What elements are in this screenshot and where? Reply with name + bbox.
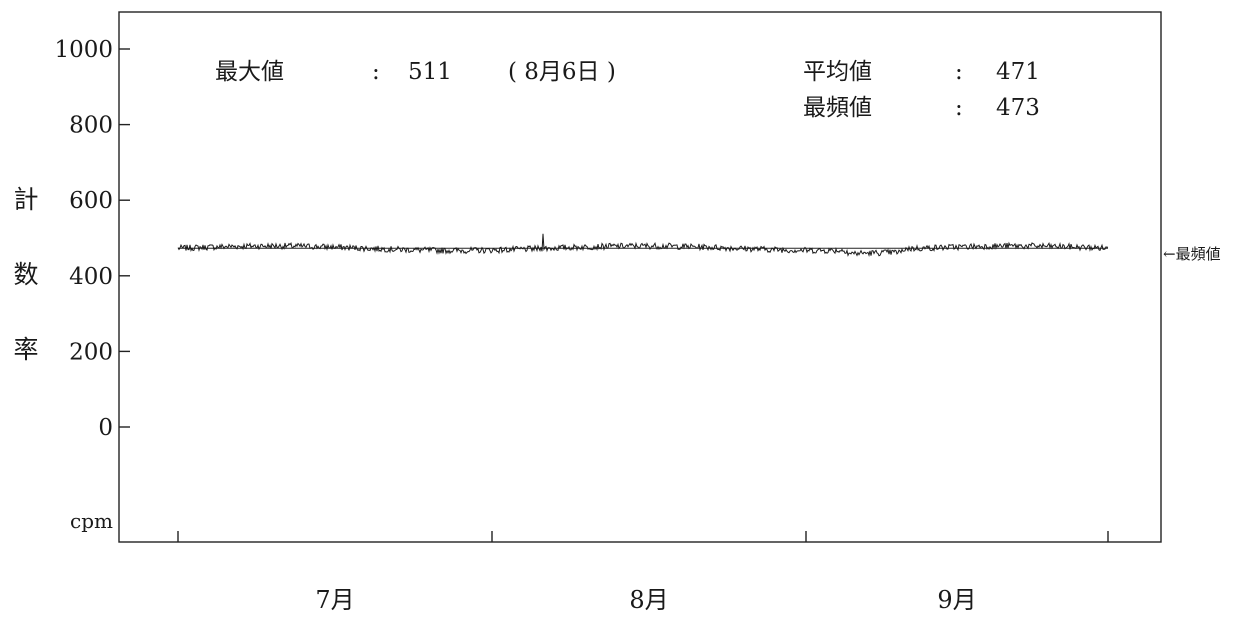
max-colon: : [372, 59, 380, 85]
x-month-label: 9月 [937, 586, 976, 614]
mode-label: 最頻値 [803, 95, 872, 121]
y-axis-title: 計数率 [13, 185, 38, 364]
x-ticks: 7月 8月 9月 [177, 531, 1109, 614]
y-axis-title-char: 数 [13, 260, 38, 289]
mode-value: 473 [996, 95, 1040, 121]
series-line [177, 233, 1109, 257]
mode-colon: : [955, 95, 963, 121]
mean-label: 平均値 [803, 59, 872, 85]
mean-value: 471 [996, 59, 1040, 85]
y-tick-label: 800 [69, 113, 113, 139]
y-tick-label: 200 [69, 339, 113, 365]
y-tick-label: 0 [98, 415, 113, 441]
mean-colon: : [955, 59, 963, 85]
max-date: ( 8月6日 ) [508, 59, 616, 85]
x-month-label: 8月 [629, 586, 668, 614]
y-tick-label: 600 [69, 188, 113, 214]
x-month-label: 7月 [315, 586, 354, 614]
y-axis-title-char: 計 [13, 185, 38, 214]
max-value: 511 [408, 59, 452, 85]
y-unit-label: cpm [70, 509, 113, 533]
max-label: 最大値 [215, 59, 284, 85]
y-tick-label: 400 [69, 264, 113, 290]
y-ticks: 0 200 400 600 800 1000 [54, 37, 130, 441]
mode-marker-label: ←最頻値 [1163, 245, 1221, 263]
y-tick-label: 1000 [54, 37, 113, 63]
y-axis-title-char: 率 [13, 335, 38, 364]
plot-frame [118, 11, 1162, 543]
